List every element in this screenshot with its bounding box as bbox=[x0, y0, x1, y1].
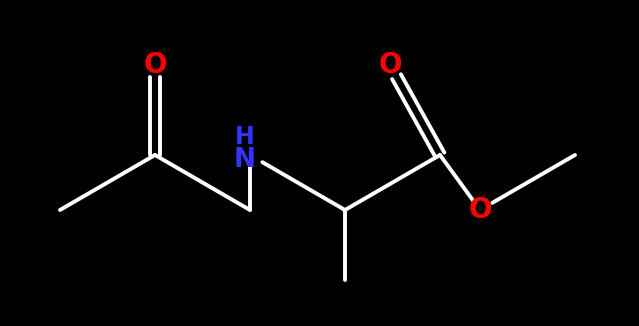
Text: O: O bbox=[378, 51, 402, 79]
Text: O: O bbox=[468, 196, 492, 224]
Text: N: N bbox=[234, 147, 256, 173]
Text: O: O bbox=[143, 51, 167, 79]
Text: H: H bbox=[235, 125, 255, 149]
